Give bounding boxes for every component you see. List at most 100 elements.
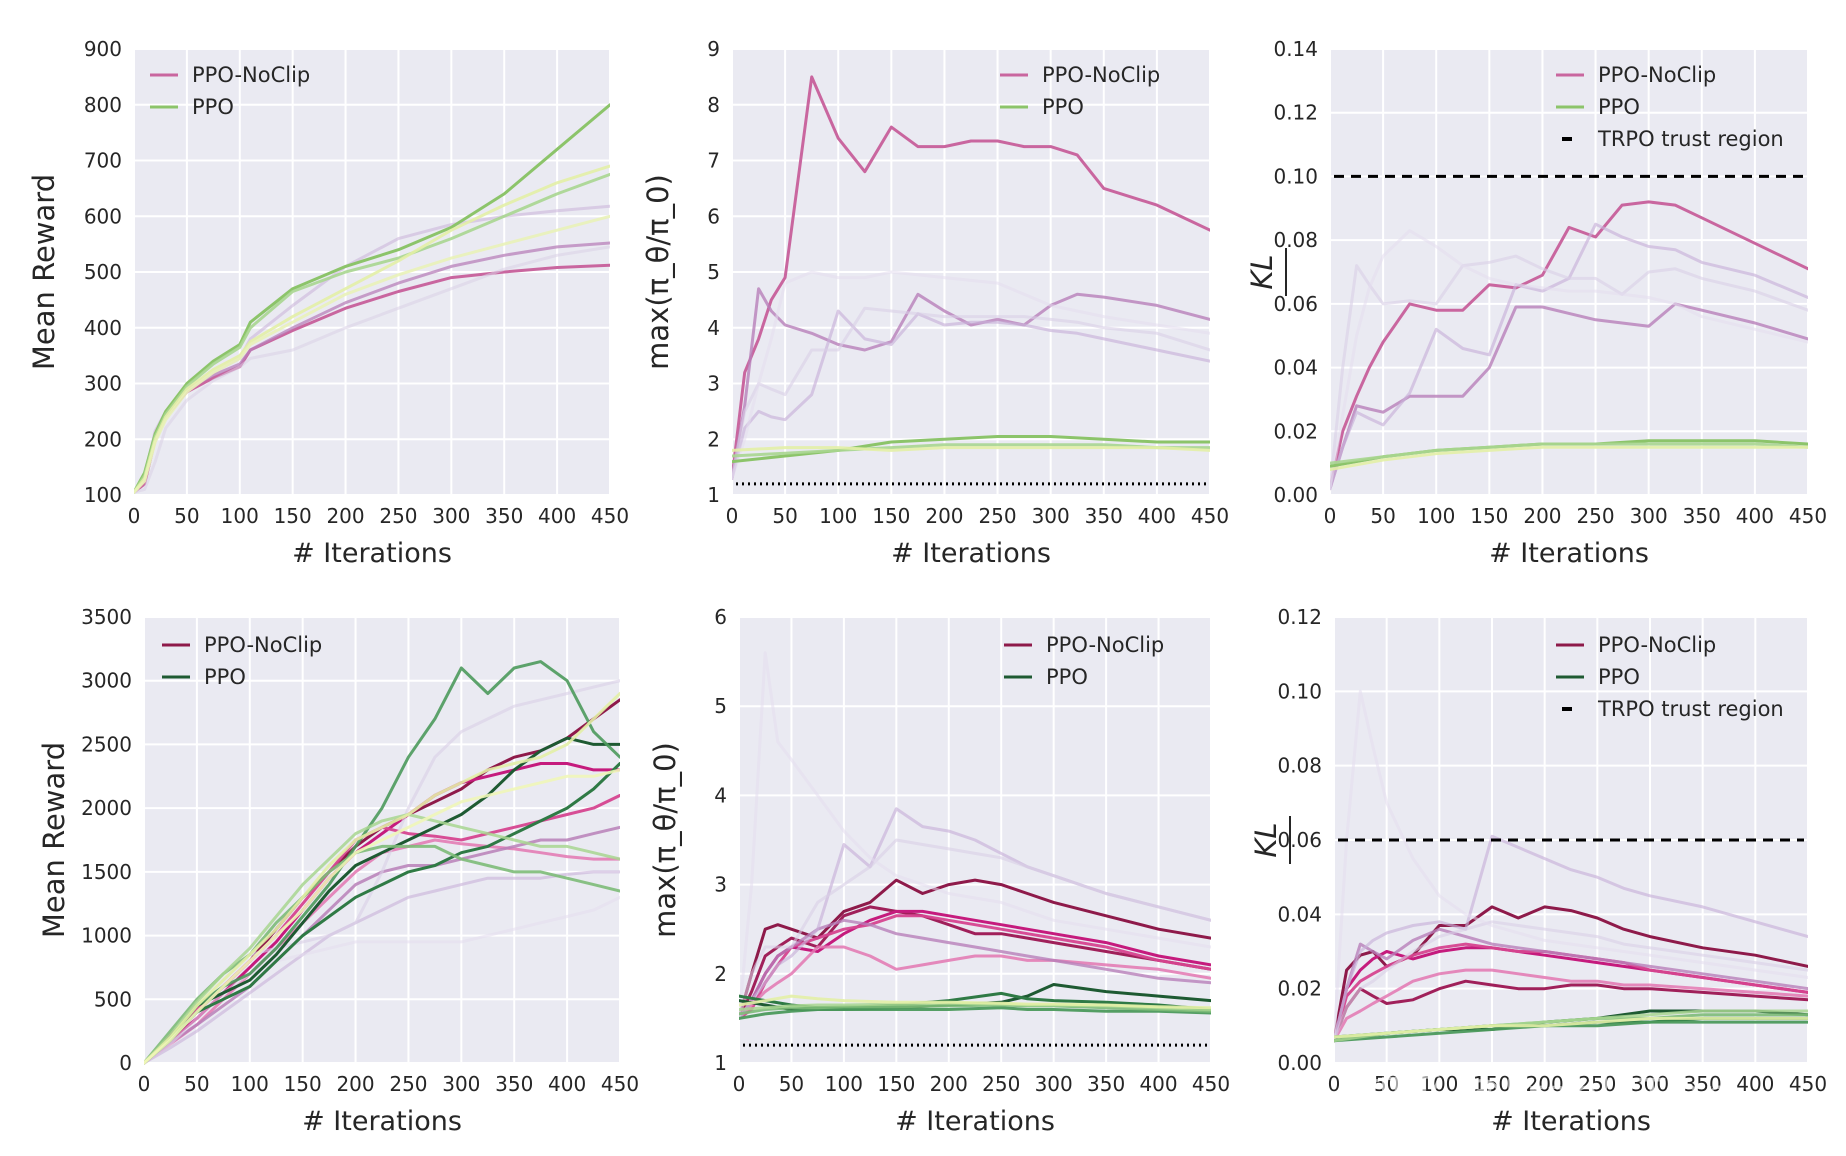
y-tick-label: 3000 [81, 669, 132, 693]
y-tick-label: 600 [84, 204, 122, 228]
chart-panel-3: 0 50 100 150 200 250 300 350 400 450 0 500 1000 1500 2… [37, 605, 639, 1137]
series-line-8 [1334, 689, 1808, 1043]
y-tick-label: 400 [84, 316, 122, 340]
x-tick-label: 350 [495, 1072, 533, 1096]
x-tick-label: 350 [1087, 1072, 1125, 1096]
legend-label-1: PPO [1042, 95, 1084, 119]
y-axis-label: max(π_θ/π_0) [648, 742, 682, 938]
y-tick-label: 6 [707, 204, 720, 228]
series-line-11 [739, 1006, 1211, 1020]
x-axis-label: # Iterations [292, 538, 452, 569]
series-group [134, 103, 610, 494]
y-tick-label: 5 [714, 694, 727, 718]
legend: PPO-NoClip PPO [150, 63, 310, 119]
x-tick-label: 250 [389, 1072, 427, 1096]
y-axis-label: Mean Reward [37, 742, 71, 938]
series-line-7 [732, 446, 1210, 452]
legend-label-0: PPO-NoClip [204, 633, 322, 657]
x-tick-label: 200 [930, 1072, 968, 1096]
legend-label-0: PPO-NoClip [1598, 633, 1716, 657]
x-tick-label: 300 [1035, 1072, 1073, 1096]
y-tick-label: 200 [84, 427, 122, 451]
x-tick-label: 150 [274, 504, 312, 528]
x-tick-label: 50 [1374, 1072, 1399, 1096]
chart-panel-1: 0 50 100 150 200 250 300 350 400 450 1 2 3 4 5 6 7 8 9 # It… [641, 37, 1229, 569]
series-line-7 [1334, 920, 1808, 1043]
x-tick-label: 250 [379, 504, 417, 528]
legend: PPO-NoClip PPO TRPO trust region [1556, 63, 1784, 151]
x-tick-label: 200 [1523, 504, 1561, 528]
series-line-4 [732, 270, 1210, 480]
x-tick-label: 300 [1631, 1072, 1669, 1096]
legend-label-2: TRPO trust region [1597, 127, 1784, 151]
series-line-3 [134, 245, 610, 494]
x-tick-label: 450 [1789, 504, 1827, 528]
x-tick-label: 400 [1138, 504, 1176, 528]
y-tick-label: 0.12 [1277, 605, 1322, 629]
series-line-14 [1334, 1016, 1808, 1039]
series-line-12 [144, 813, 620, 1065]
x-tick-label: 150 [877, 1072, 915, 1096]
y-tick-label: 0.12 [1273, 101, 1318, 125]
series-line-13 [144, 692, 620, 1065]
legend-label-1: PPO [204, 665, 246, 689]
y-tick-label: 3 [714, 873, 727, 897]
x-tick-label: 400 [548, 1072, 586, 1096]
x-tick-label: 300 [1032, 504, 1070, 528]
x-tick-label: 300 [442, 1072, 480, 1096]
series-line-4 [1334, 968, 1808, 1043]
y-tick-label: 7 [707, 149, 720, 173]
series-line-14 [144, 768, 620, 1065]
x-tick-label: 200 [326, 504, 364, 528]
series-group [732, 75, 1210, 480]
series-line-6 [1334, 834, 1808, 1043]
series-line-3 [732, 306, 1210, 480]
y-tick-label: 8 [707, 93, 720, 117]
x-tick-label: 100 [221, 504, 259, 528]
y-axis-label: KL [1249, 822, 1283, 857]
legend: PPO-NoClip PPO [162, 633, 322, 689]
x-tick-label: 50 [779, 1072, 804, 1096]
series-line-5 [739, 918, 1211, 1020]
legend-label-1: PPO [192, 95, 234, 119]
y-tick-label: 2 [714, 962, 727, 986]
x-tick-label: 150 [872, 504, 910, 528]
y-tick-label: 0.10 [1273, 164, 1318, 188]
x-tick-label: 400 [1736, 1072, 1774, 1096]
y-tick-label: 1 [707, 483, 720, 507]
y-tick-label: 0.08 [1277, 754, 1322, 778]
y-tick-label: 2500 [81, 732, 132, 756]
y-tick-label: 4 [714, 783, 727, 807]
y-axis-label: Mean Reward [27, 174, 61, 370]
y-tick-label: 0.02 [1277, 977, 1322, 1001]
y-tick-label: 0.00 [1273, 483, 1318, 507]
legend-label-0: PPO-NoClip [192, 63, 310, 87]
x-tick-label: 0 [128, 504, 141, 528]
x-tick-label: 450 [591, 504, 629, 528]
y-tick-label: 0.00 [1277, 1051, 1322, 1075]
y-tick-label: 900 [84, 37, 122, 61]
y-tick-label: 0.02 [1273, 419, 1318, 443]
x-tick-label: 0 [726, 504, 739, 528]
y-tick-label: 2 [707, 427, 720, 451]
x-tick-label: 250 [978, 504, 1016, 528]
chart-panel-0: 0 50 100 150 200 250 300 350 400 450 100 200 300 400 5… [27, 37, 629, 569]
y-tick-label: 0 [119, 1051, 132, 1075]
series-line-0 [739, 878, 1211, 1020]
x-tick-label: 150 [1473, 1072, 1511, 1096]
x-tick-label: 150 [284, 1072, 322, 1096]
x-tick-label: 350 [1085, 504, 1123, 528]
series-line-3 [1334, 942, 1808, 1043]
y-axis-label: max(π_θ/π_0) [641, 174, 675, 370]
chart-panel-4: 0 50 100 150 200 250 300 350 400 450 1 2 3 4 5 6 # Itera… [648, 605, 1230, 1137]
y-tick-label: 500 [84, 260, 122, 284]
y-tick-label: 3 [707, 372, 720, 396]
x-tick-label: 200 [1526, 1072, 1564, 1096]
x-tick-label: 350 [1684, 1072, 1722, 1096]
x-tick-label: 0 [1328, 1072, 1341, 1096]
y-tick-label: 0.14 [1273, 37, 1318, 61]
series-group [739, 651, 1211, 1020]
x-tick-label: 150 [1470, 504, 1508, 528]
y-tick-label: 0.04 [1273, 356, 1318, 380]
x-tick-label: 450 [1789, 1072, 1827, 1096]
